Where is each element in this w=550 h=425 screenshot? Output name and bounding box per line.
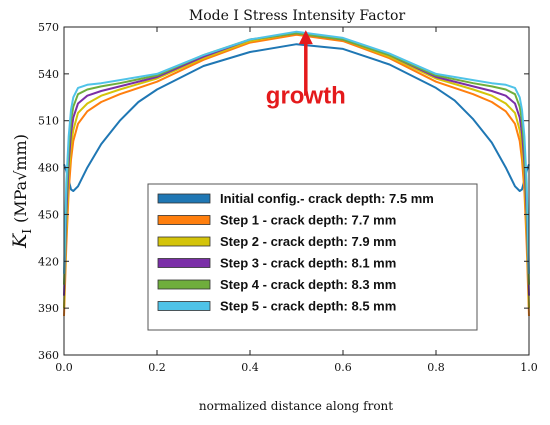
y-axis-label-subscript: I [20,229,34,234]
y-tick-label: 360 [38,349,59,362]
axes-layer: 0.0 0.2 0.4 0.6 0.8 1.0 360 390 420 450 480 510 540 5… [38,21,538,374]
y-tick-label: 570 [38,21,59,34]
legend-label-3: Step 3 - crack depth: 8.1 mm [220,256,396,271]
series-line-5 [63,30,530,274]
legend-swatch-4 [157,279,211,290]
series-layer [63,30,530,317]
y-tick-label: 510 [38,115,59,128]
x-tick-label: 1.0 [520,361,538,374]
series-line-0 [63,43,530,192]
legend-swatch-1 [157,215,211,225]
growth-label: growth [266,83,346,110]
y-tick-label: 540 [38,68,59,81]
chart-title: Mode I Stress Intensity Factor [189,8,406,24]
x-tick-label: 0.2 [148,361,166,374]
legend-label-0: Initial config.- crack depth: 7.5 mm [220,191,434,206]
y-tick-label: 480 [38,162,59,175]
growth-arrow-head [298,30,313,45]
legend-swatch-5 [157,301,211,311]
legend: Initial config.- crack depth: 7.5 mm Step… [147,183,478,331]
legend-label-4: Step 4 - crack depth: 8.3 mm [220,277,396,292]
y-tick-label: 420 [38,255,59,268]
legend-swatch-3 [157,258,211,268]
legend-label-5: Step 5 - crack depth: 8.5 mm [220,299,396,314]
y-axis-label-symbol: K [9,232,31,249]
legend-label-2: Step 2 - crack depth: 7.9 mm [220,234,396,249]
x-axis-label: normalized distance along front [199,399,393,413]
legend-items: Initial config.- crack depth: 7.5 mm Step… [157,191,434,314]
svg-text:KI(MPa√mm): KI (MPa√mm) [9,134,34,249]
growth-annotation: growth [266,30,346,110]
y-axis-label: KI (MPa√mm) [9,134,34,249]
legend-swatch-0 [157,193,211,204]
x-tick-label: 0.0 [55,361,73,374]
legend-swatch-2 [157,236,211,247]
y-tick-label: 390 [38,302,59,315]
series-line-4 [63,32,530,285]
legend-label-1: Step 1 - crack depth: 7.7 mm [220,213,396,228]
series-line-1 [63,33,530,317]
y-tick-label: 450 [38,208,59,221]
x-tick-label: 0.4 [241,361,259,374]
plot-frame [63,26,530,356]
y-axis-label-unit: (MPa√mm) [11,134,30,223]
x-tick-label: 0.8 [427,361,445,374]
x-tick-label: 0.6 [334,361,352,374]
